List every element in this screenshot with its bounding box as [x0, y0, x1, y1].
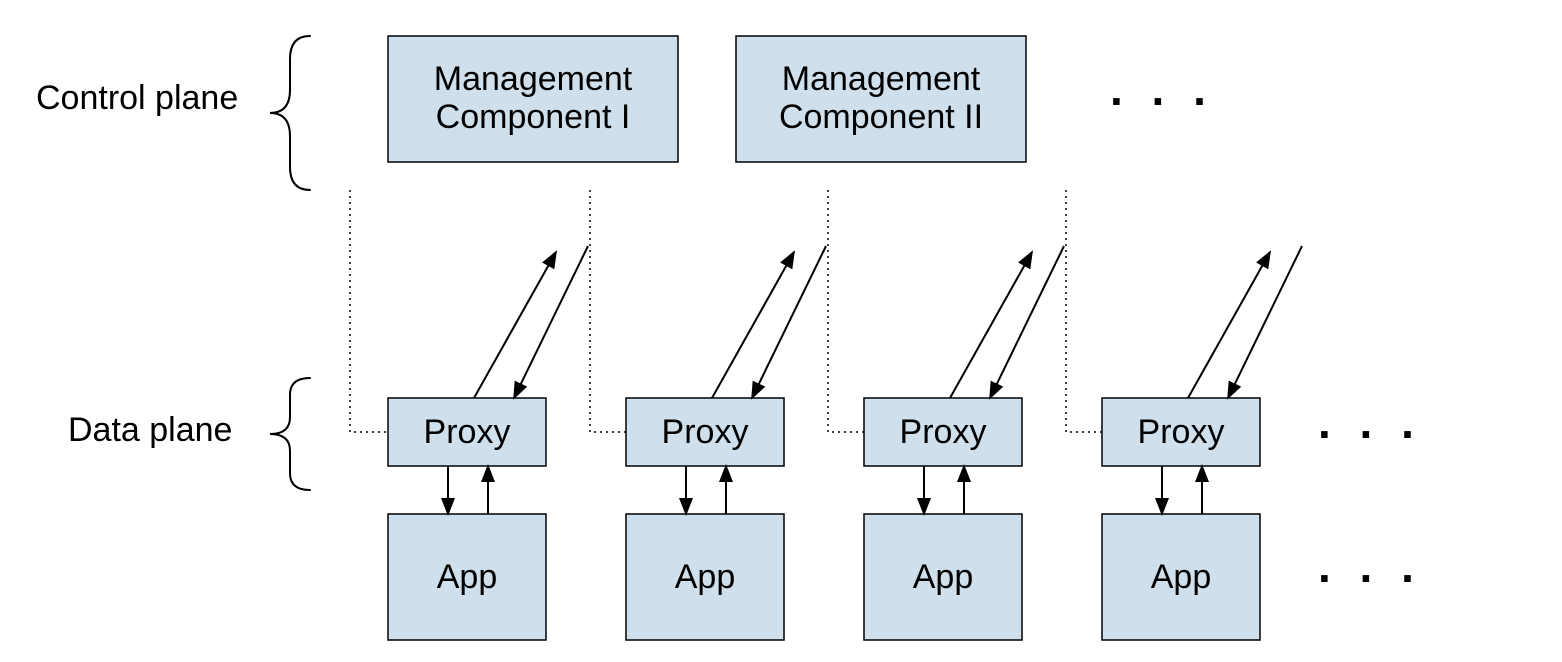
proxy-label-0: Proxy	[424, 413, 511, 451]
mgmt-component-1-label-1: Management	[434, 60, 633, 98]
mgmt-component-2-label-2: Component II	[779, 98, 983, 136]
diag-arrow-up-3	[1188, 252, 1270, 398]
app-label-1: App	[675, 558, 736, 596]
proxy-label-1: Proxy	[662, 413, 749, 451]
app-label-0: App	[437, 558, 498, 596]
app-label-2: App	[913, 558, 974, 596]
mgmt-component-1-label-2: Component I	[436, 98, 631, 136]
diag-arrow-up-1	[712, 252, 794, 398]
ellipsis-mid: . . .	[1318, 396, 1422, 448]
dotted-link-1	[590, 190, 626, 432]
brace-control-plane	[270, 36, 310, 190]
dotted-link-0	[350, 190, 388, 432]
diag-arrow-down-1	[752, 246, 826, 398]
brace-data-plane	[270, 378, 310, 490]
dotted-link-2	[828, 190, 864, 432]
diag-arrow-down-0	[514, 246, 588, 398]
proxy-label-3: Proxy	[1138, 413, 1225, 451]
mgmt-component-2-label-1: Management	[782, 60, 981, 98]
ellipsis-top: . . .	[1110, 63, 1214, 115]
data-plane-label: Data plane	[68, 411, 232, 449]
proxy-label-2: Proxy	[900, 413, 987, 451]
dotted-link-3	[1066, 190, 1102, 432]
diag-arrow-up-2	[950, 252, 1032, 398]
control-plane-label: Control plane	[36, 79, 238, 117]
diag-arrow-down-3	[1228, 246, 1302, 398]
diag-arrow-up-0	[474, 252, 556, 398]
diag-arrow-down-2	[990, 246, 1064, 398]
ellipsis-bot: . . .	[1318, 540, 1422, 592]
app-label-3: App	[1151, 558, 1212, 596]
